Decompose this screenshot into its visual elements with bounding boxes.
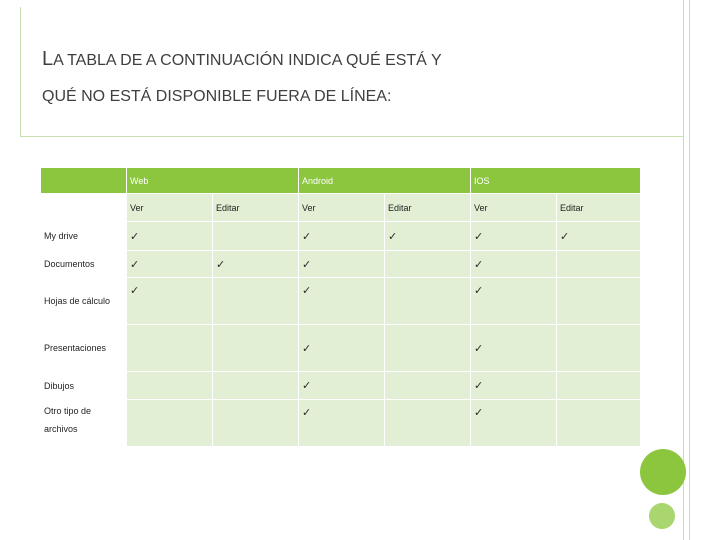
check-icon: ✓ [126, 221, 213, 251]
check-icon: ✓ [470, 277, 557, 325]
empty-cell [126, 399, 213, 447]
check-icon: ✓ [470, 399, 557, 447]
table-row: Documentos ✓ ✓ ✓ ✓ [40, 250, 641, 278]
table-row: Otro tipo de archivos ✓ ✓ [40, 399, 641, 447]
action-header-editar: Editar [212, 193, 299, 222]
check-icon: ✓ [470, 324, 557, 372]
frame-line-vertical [683, 0, 684, 540]
check-icon: ✓ [212, 250, 299, 278]
header-corner [40, 167, 127, 194]
title-initial: L [42, 48, 54, 70]
empty-cell [212, 277, 299, 325]
check-icon: ✓ [298, 221, 385, 251]
table-row: My drive ✓ ✓ ✓ ✓ ✓ [40, 221, 641, 251]
empty-cell [384, 399, 471, 447]
row-label: Hojas de cálculo [40, 277, 127, 325]
empty-cell [556, 324, 641, 372]
empty-cell [384, 371, 471, 400]
check-icon: ✓ [470, 371, 557, 400]
check-icon: ✓ [470, 250, 557, 278]
empty-cell [126, 371, 213, 400]
check-icon: ✓ [298, 399, 385, 447]
subheader-corner [40, 193, 127, 222]
empty-cell [384, 277, 471, 325]
empty-cell [556, 399, 641, 447]
platform-header-web: Web [126, 167, 299, 194]
slide-title: LA TABLA DE A CONTINUACIÓN INDICA QUÉ ES… [42, 42, 642, 114]
empty-cell [126, 324, 213, 372]
row-label: Otro tipo de archivos [40, 399, 127, 447]
action-header-ver: Ver [470, 193, 557, 222]
row-label: Dibujos [40, 371, 127, 400]
row-label: Documentos [40, 250, 127, 278]
check-icon: ✓ [298, 324, 385, 372]
check-icon: ✓ [126, 250, 213, 278]
decorative-circle-small [649, 503, 675, 529]
empty-cell [384, 250, 471, 278]
empty-cell [212, 324, 299, 372]
action-header-editar: Editar [384, 193, 471, 222]
frame-line-vertical-2 [689, 0, 690, 540]
row-label: Presentaciones [40, 324, 127, 372]
empty-cell [556, 250, 641, 278]
check-icon: ✓ [384, 221, 471, 251]
empty-cell [212, 399, 299, 447]
action-header-ver: Ver [298, 193, 385, 222]
check-icon: ✓ [298, 250, 385, 278]
empty-cell [212, 221, 299, 251]
title-line1: A TABLA DE A CONTINUACIÓN INDICA QUÉ EST… [53, 52, 442, 69]
check-icon: ✓ [298, 277, 385, 325]
table-row: Presentaciones ✓ ✓ [40, 324, 641, 372]
title-line2: QUÉ NO ESTÁ DISPONIBLE FUERA DE LÍNEA: [42, 88, 392, 105]
check-icon: ✓ [556, 221, 641, 251]
platform-header-ios: IOS [470, 167, 641, 194]
action-header-editar: Editar [556, 193, 641, 222]
empty-cell [556, 277, 641, 325]
platform-header-row: Web Android IOS [40, 167, 641, 194]
check-icon: ✓ [298, 371, 385, 400]
decorative-circle-large [640, 449, 686, 495]
check-icon: ✓ [126, 277, 213, 325]
title-frame [20, 7, 683, 137]
table-row: Dibujos ✓ ✓ [40, 371, 641, 400]
empty-cell [384, 324, 471, 372]
availability-table: Web Android IOS Ver Editar Ver Editar Ver Editar… [40, 167, 641, 447]
action-header-ver: Ver [126, 193, 213, 222]
platform-header-android: Android [298, 167, 471, 194]
check-icon: ✓ [470, 221, 557, 251]
action-header-row: Ver Editar Ver Editar Ver Editar [40, 193, 641, 222]
empty-cell [556, 371, 641, 400]
row-label: My drive [40, 221, 127, 251]
empty-cell [212, 371, 299, 400]
table-row: Hojas de cálculo ✓ ✓ ✓ [40, 277, 641, 325]
